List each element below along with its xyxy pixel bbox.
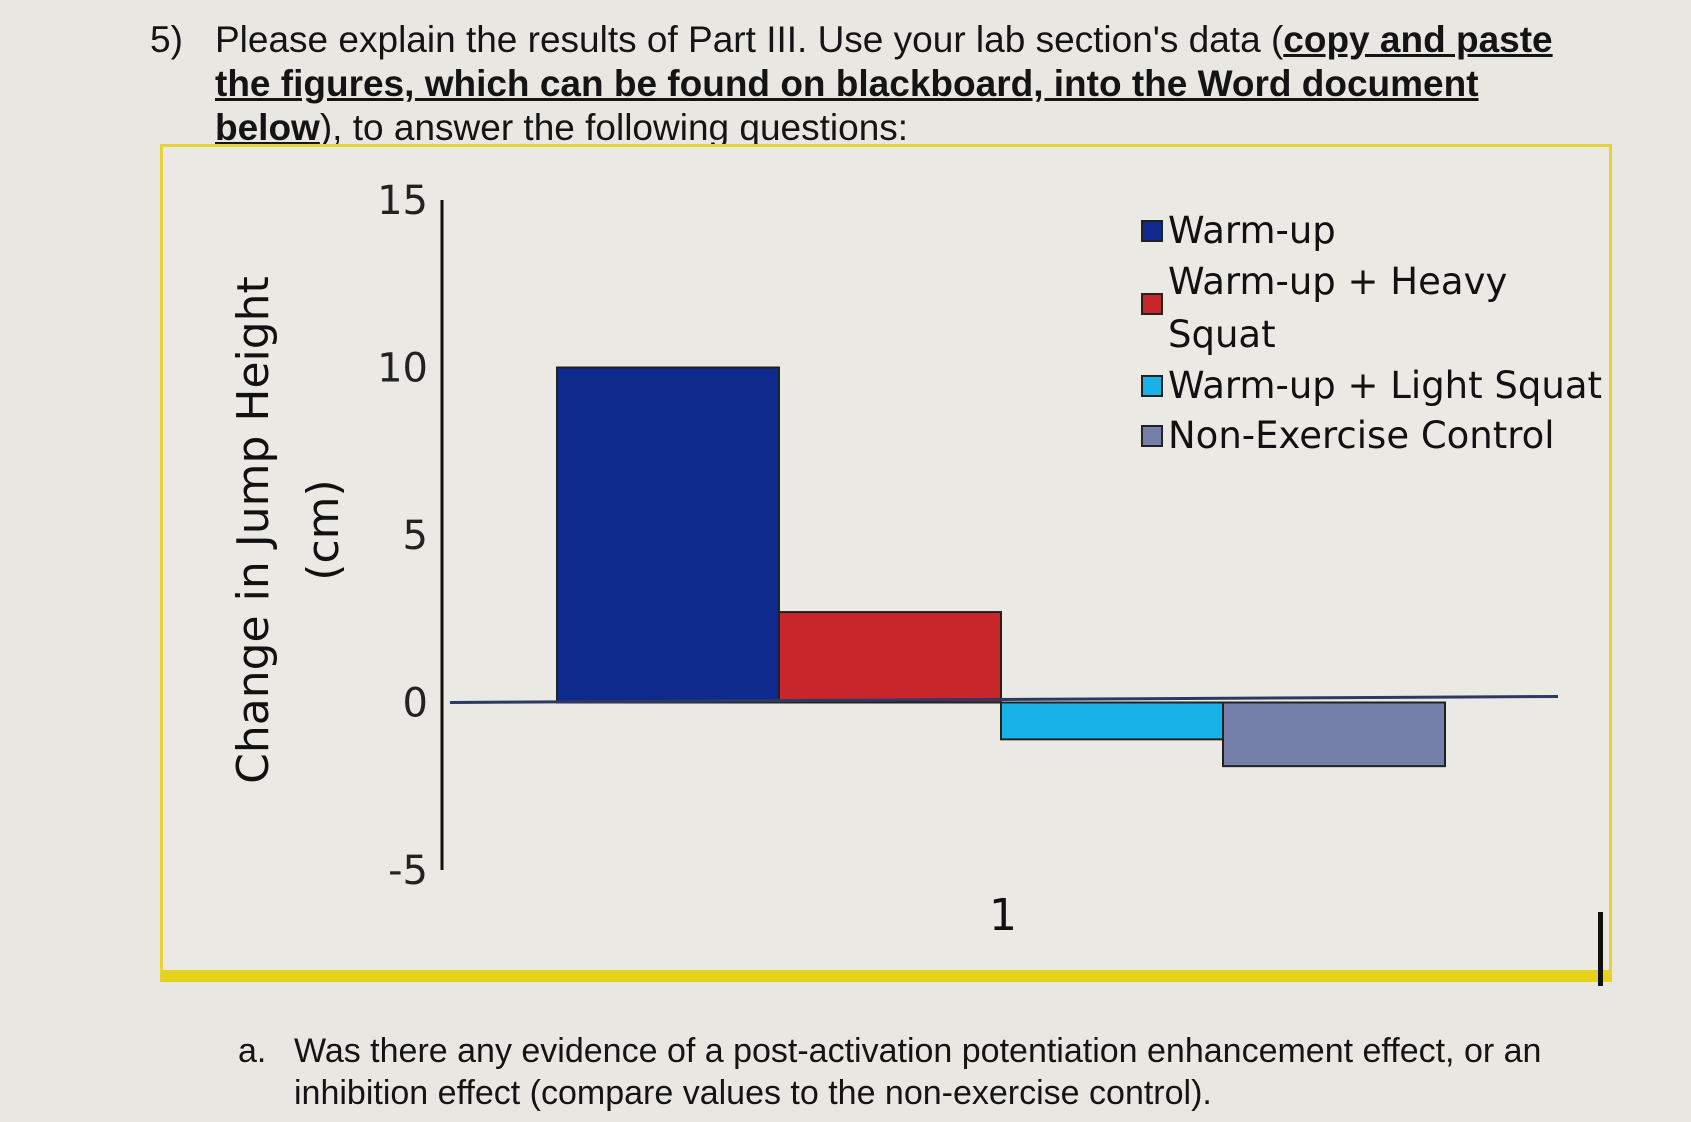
legend-swatch xyxy=(1141,220,1163,242)
frame-edge-mark xyxy=(1598,912,1603,986)
bar-warm-up xyxy=(556,366,780,704)
legend-label: Warm-up + Heavy xyxy=(1168,260,1507,303)
question-number: 5) xyxy=(150,19,183,60)
bar-non-exercise-control xyxy=(1222,701,1446,768)
y-axis-label: Change in Jump Height xyxy=(228,276,279,784)
subquestion-label: a. xyxy=(238,1032,267,1070)
legend-label: Squat xyxy=(1168,313,1276,356)
bar-warm-up-heavy-squat xyxy=(778,611,1002,704)
question-text-end: ), to answer the following questions: xyxy=(319,107,909,148)
bar-chart: 15 10 5 0 -5 Change in Jump Height (cm) 1 Warm-u… xyxy=(228,178,1602,941)
legend-swatch xyxy=(1141,375,1163,397)
subquestion-text: Was there any evidence of a post-activat… xyxy=(294,1032,1542,1112)
y-axis-label: (cm) xyxy=(298,479,349,580)
legend-label: Warm-up + Light Squat xyxy=(1168,364,1602,407)
question-instruction-emphasis: copy and paste the figures, which can be… xyxy=(215,19,1553,148)
legend-swatch xyxy=(1141,425,1163,447)
bar-warm-up-light-squat xyxy=(1000,701,1224,741)
y-tick-label: 15 xyxy=(377,178,428,224)
x-category-label: 1 xyxy=(989,890,1017,941)
legend-label: Warm-up xyxy=(1168,209,1336,252)
y-tick-label: 10 xyxy=(377,346,428,392)
question-text: Please explain the results of Part III. … xyxy=(215,18,1575,150)
y-tick-label: 0 xyxy=(403,681,428,727)
y-tick-label: -5 xyxy=(388,848,428,894)
legend-swatch xyxy=(1141,293,1163,315)
question-text-start: Please explain the results of Part III. … xyxy=(215,19,1284,60)
legend-label: Non-Exercise Control xyxy=(1168,414,1555,457)
figure-frame xyxy=(160,144,1612,982)
zero-baseline xyxy=(449,695,1559,704)
y-tick-label: 5 xyxy=(403,513,428,559)
